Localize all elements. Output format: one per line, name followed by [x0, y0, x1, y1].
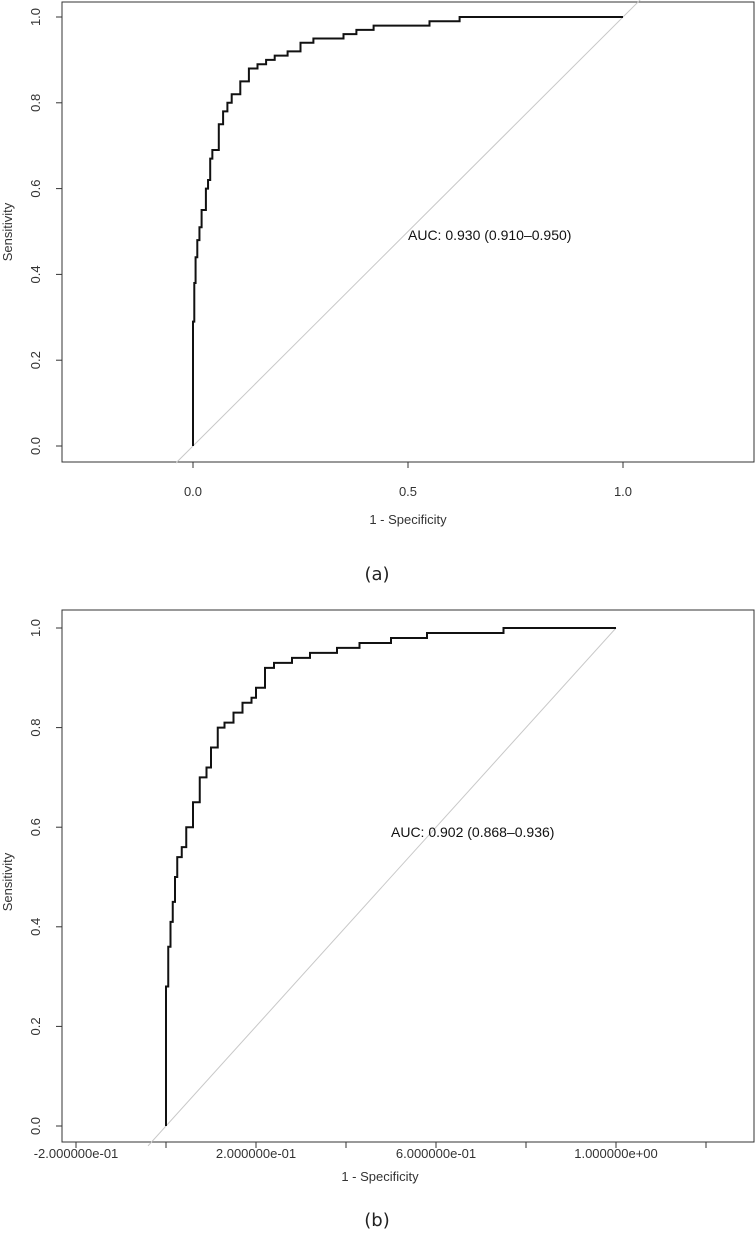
- y-tick-label: 0.4: [28, 918, 43, 936]
- auc-annotation-a: AUC: 0.930 (0.910–0.950): [408, 227, 571, 243]
- y-tick-label: 1.0: [28, 8, 43, 26]
- roc-chart-b: -2.000000e-01 2.000000e-01 6.000000e-01 1.0…: [0, 609, 755, 1231]
- y-tick-label: 0.8: [28, 719, 43, 737]
- y-tick-label: 0.0: [28, 437, 43, 455]
- y-tick-label: 0.4: [28, 265, 43, 283]
- x-tick-label: 1.0: [614, 484, 632, 499]
- x-tick-label: 1.000000e+00: [574, 1146, 658, 1161]
- y-tick-label: 0.2: [28, 1017, 43, 1035]
- plot-frame-b: [61, 609, 755, 1143]
- x-tick-label: 2.000000e-01: [216, 1146, 296, 1161]
- roc-curve-line: [192, 16, 623, 446]
- panel-caption-a: (a): [364, 564, 389, 585]
- reference-diagonal: [175, 0, 641, 464]
- y-axis-label-b: Sensitivity: [0, 852, 15, 911]
- auc-annotation-b: AUC: 0.902 (0.868–0.936): [391, 824, 554, 840]
- x-tick-label: 6.000000e-01: [396, 1146, 476, 1161]
- roc-chart-a: 0.0 0.5 1.0 0.0 0.2 0.4 0.6 0.8 1.0 AUC: 0.930 …: [0, 0, 755, 585]
- y-tick-label: 1.0: [28, 619, 43, 637]
- x-axis-label-a: 1 - Specificity: [369, 512, 447, 527]
- x-tick-label: 0.5: [399, 484, 417, 499]
- x-tick-label: -2.000000e-01: [34, 1146, 119, 1161]
- panel-caption-b: (b): [364, 1210, 389, 1231]
- y-tick-label: 0.8: [28, 94, 43, 112]
- y-tick-label: 0.6: [28, 180, 43, 198]
- x-axis-label-b: 1 - Specificity: [341, 1169, 419, 1184]
- reference-diagonal: [147, 627, 617, 1147]
- roc-curve-line: [165, 627, 616, 1126]
- x-tick-label: 0.0: [184, 484, 202, 499]
- y-tick-label: 0.6: [28, 818, 43, 836]
- y-tick-label: 0.0: [28, 1117, 43, 1135]
- y-tick-label: 0.2: [28, 351, 43, 369]
- y-axis-label-a: Sensitivity: [0, 202, 15, 261]
